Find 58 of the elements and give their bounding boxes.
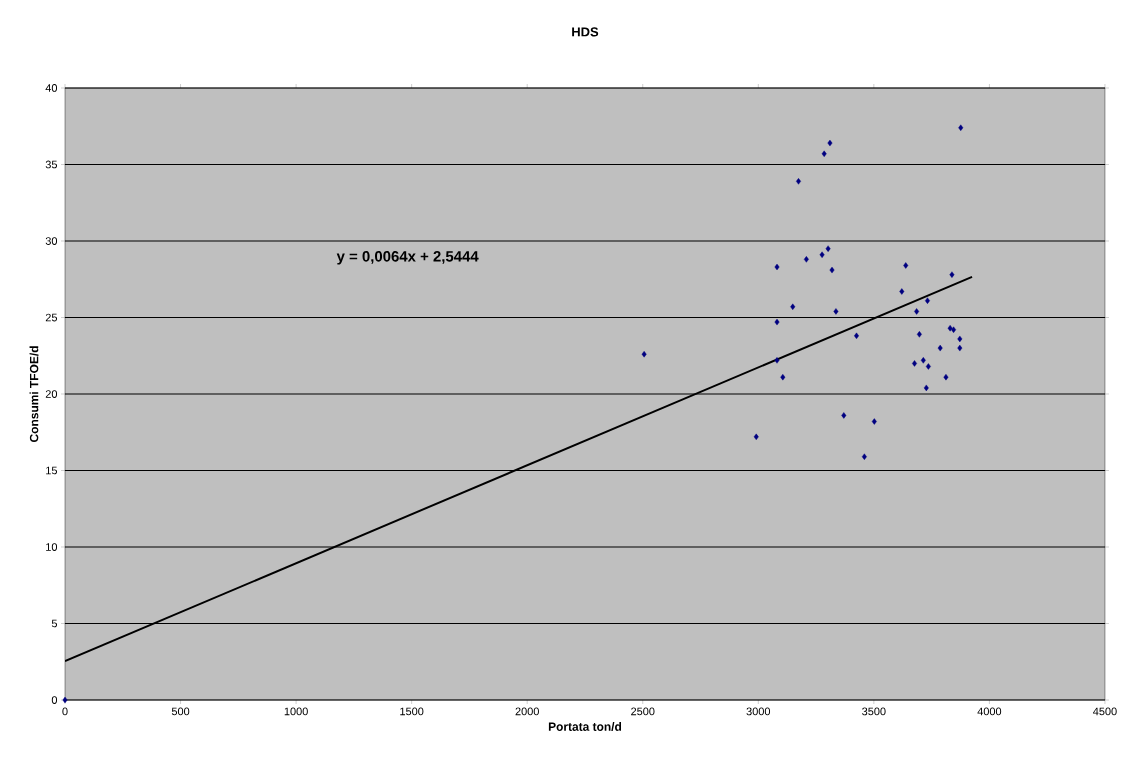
point [925,363,931,370]
x-tick-label: 500 [171,707,190,716]
point [821,150,827,157]
y-tick-label: 5 [51,619,58,628]
point [943,373,949,381]
point [925,297,930,304]
y-tick-label: 35 [45,160,58,169]
point [861,453,867,460]
point [951,326,957,333]
point [914,308,920,315]
point [774,263,780,271]
point [774,357,780,364]
y-tick-label: 20 [45,390,58,398]
x-tick-label: 1500 [400,707,424,716]
point [912,360,917,367]
point [841,412,847,419]
x-axis-title: Portata ton/d [548,722,622,732]
point [62,696,68,704]
point [923,384,929,392]
point [949,271,955,278]
x-tick-label: 2000 [515,707,539,716]
point [958,124,964,131]
x-tick-label: 4500 [1093,707,1117,716]
point [825,245,831,252]
point [780,373,786,381]
x-tick-label: 0 [62,707,68,716]
y-tick-label: 15 [46,466,58,475]
y-tick-label: 25 [45,313,58,322]
y-tick-label: 30 [45,237,58,245]
y-tick-label: 10 [46,543,58,551]
point [774,318,780,326]
x-tick-label: 3500 [862,707,886,716]
point [833,308,839,315]
x-tick-label: 1000 [284,707,308,716]
point [753,433,759,441]
y-tick-label: 40 [45,84,58,92]
x-tick-label: 3000 [746,707,771,716]
point [957,344,963,352]
point [827,139,833,147]
annotation: y = 0,0064x + 2,5444 [336,251,479,265]
point [957,335,963,343]
x-tick-label: 2500 [631,707,655,716]
point [903,262,909,269]
chart-title: HDS [572,27,599,37]
point [803,256,809,263]
point [916,331,922,338]
point [790,303,796,310]
y-tick-label: 0 [51,696,58,704]
y-axis-title: Consumi TFOE/d [29,346,39,442]
point [899,288,905,295]
point [920,357,926,364]
point [641,351,647,358]
point [937,344,943,352]
point [871,418,877,425]
point [819,251,825,258]
point [829,266,835,274]
point [796,178,801,185]
x-tick-label: 4000 [977,707,1002,716]
